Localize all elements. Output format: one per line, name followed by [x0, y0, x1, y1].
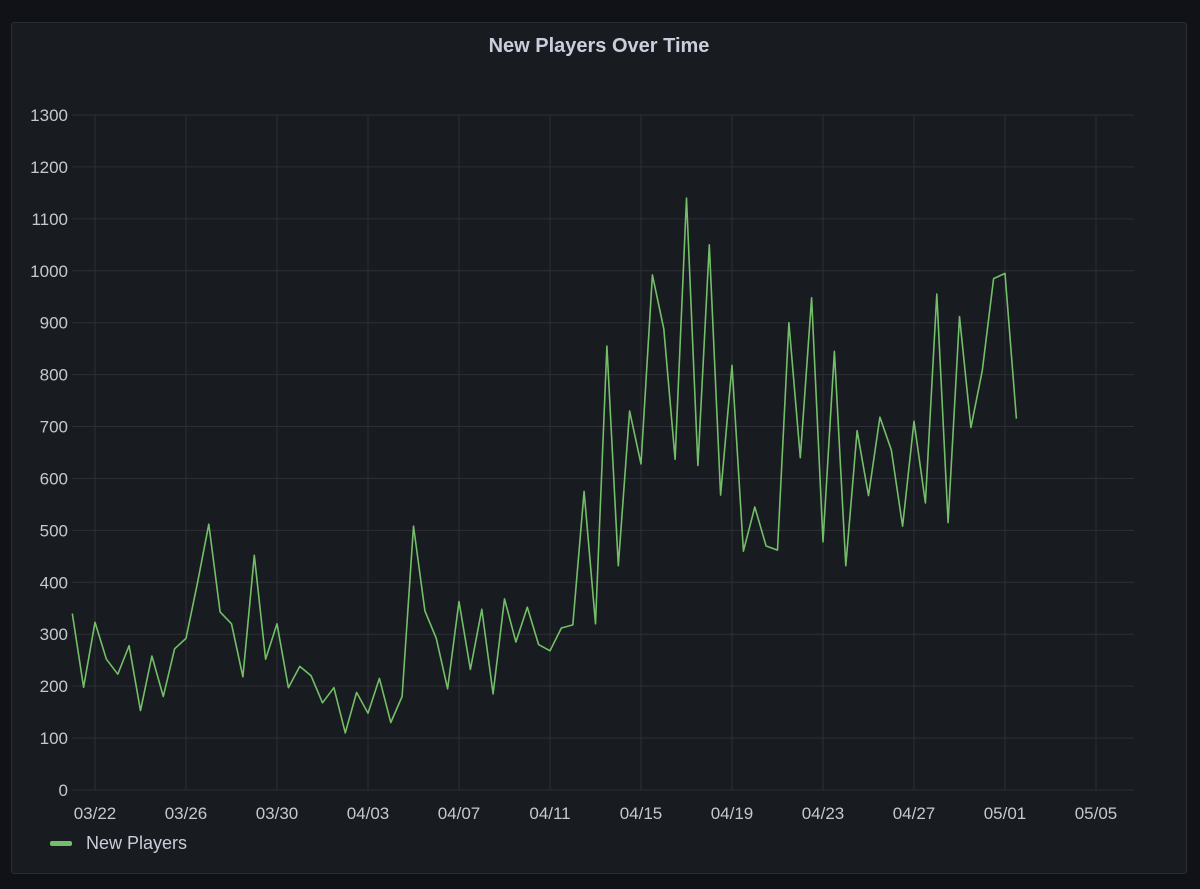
x-tick-label: 03/22 — [74, 804, 117, 823]
x-tick-label: 05/05 — [1075, 804, 1118, 823]
y-tick-label: 0 — [59, 781, 68, 800]
y-tick-label: 800 — [40, 366, 68, 385]
x-tick-label: 04/11 — [529, 804, 570, 823]
x-axis-ticks: 03/22 03/26 03/30 04/03 04/07 04/11 04/15 04/19… — [74, 804, 1118, 823]
y-tick-label: 400 — [40, 573, 68, 592]
y-tick-label: 900 — [40, 314, 68, 333]
y-tick-label: 600 — [40, 469, 68, 488]
line-chart: 0 100 200 300 400 500 600 700 800 900 1000 1100 1200… — [30, 106, 1134, 823]
x-tick-label: 04/19 — [711, 804, 754, 823]
x-tick-label: 05/01 — [984, 804, 1027, 823]
legend-label: New Players — [86, 833, 188, 853]
y-tick-label: 200 — [40, 677, 68, 696]
x-tick-label: 03/26 — [165, 804, 208, 823]
x-tick-label: 04/27 — [893, 804, 936, 823]
legend-swatch — [50, 841, 72, 846]
y-tick-label: 100 — [40, 729, 68, 748]
grid-lines — [72, 114, 1134, 791]
x-tick-label: 04/03 — [347, 804, 390, 823]
y-tick-label: 1100 — [31, 210, 68, 229]
panel-title: New Players Over Time — [488, 35, 710, 57]
legend[interactable]: New Players — [50, 833, 187, 854]
y-tick-label: 1300 — [30, 106, 68, 125]
series-line-new-players[interactable] — [71, 197, 1018, 734]
y-axis-ticks: 0 100 200 300 400 500 600 700 800 900 1000 1100 1200… — [30, 106, 68, 800]
y-tick-label: 500 — [40, 521, 68, 540]
y-tick-label: 300 — [40, 625, 68, 644]
x-tick-label: 03/30 — [256, 804, 299, 823]
x-tick-label: 04/15 — [620, 804, 663, 823]
y-tick-label: 1000 — [30, 262, 68, 281]
series-lines — [71, 197, 1018, 734]
y-tick-label: 700 — [40, 418, 68, 437]
x-tick-label: 04/23 — [802, 804, 845, 823]
chart-panel: New Players Over Time 0 100 200 300 400 500 60… — [11, 22, 1187, 874]
y-tick-label: 1200 — [30, 158, 68, 177]
x-tick-label: 04/07 — [438, 804, 481, 823]
